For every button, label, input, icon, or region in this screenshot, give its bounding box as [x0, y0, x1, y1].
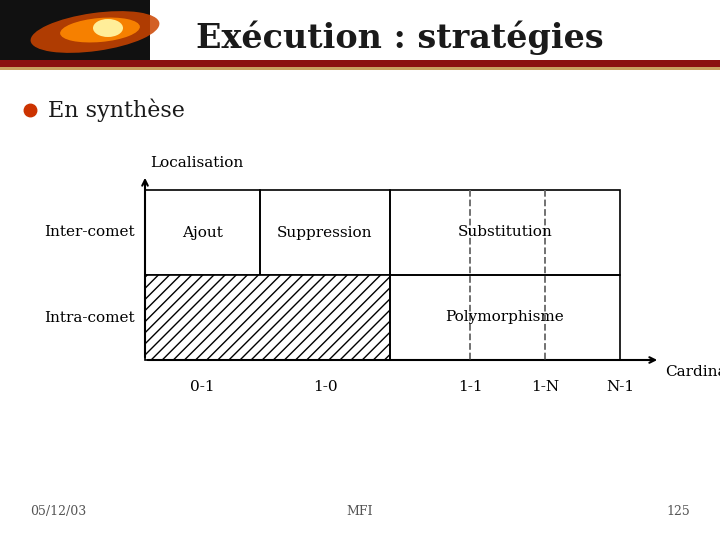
Text: 1-0: 1-0: [312, 380, 337, 394]
Bar: [390, 190, 620, 275]
Text: Ajout: Ajout: [182, 226, 223, 240]
Text: En synthèse: En synthèse: [48, 98, 185, 122]
Bar: [0, 0, 150, 60]
Text: Localisation: Localisation: [150, 156, 243, 170]
Bar: [0, 60, 720, 67]
Bar: [145, 190, 260, 275]
Text: Polymorphisme: Polymorphisme: [446, 310, 564, 325]
Text: MFI: MFI: [347, 505, 373, 518]
Text: Exécution : stratégies: Exécution : stratégies: [196, 21, 604, 55]
Text: Intra-comet: Intra-comet: [45, 310, 135, 325]
Text: 1-1: 1-1: [458, 380, 482, 394]
Text: Cardinalité: Cardinalité: [665, 365, 720, 379]
Text: 1-N: 1-N: [531, 380, 559, 394]
Text: 0-1: 0-1: [190, 380, 215, 394]
Text: N-1: N-1: [606, 380, 634, 394]
Bar: [0, 67, 720, 70]
Text: Inter-comet: Inter-comet: [45, 226, 135, 240]
Bar: [145, 275, 390, 360]
Ellipse shape: [30, 11, 159, 53]
Bar: [260, 190, 390, 275]
Ellipse shape: [93, 19, 123, 37]
Ellipse shape: [60, 17, 140, 43]
Text: Substitution: Substitution: [458, 226, 552, 240]
Text: 05/12/03: 05/12/03: [30, 505, 86, 518]
Bar: [390, 275, 620, 360]
Text: Suppression: Suppression: [277, 226, 373, 240]
Text: 125: 125: [666, 505, 690, 518]
